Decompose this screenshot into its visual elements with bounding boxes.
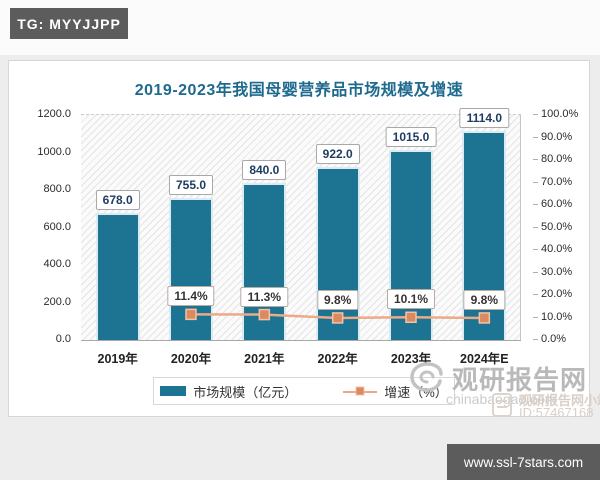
y-axis-left-label: 800.0	[43, 183, 71, 195]
right-axis-tickmark	[533, 316, 538, 318]
y-axis-right-label: 20.0%	[541, 288, 573, 300]
y-axis-right-label: 90.0%	[541, 130, 573, 143]
y-axis-right-label: 60.0%	[541, 198, 573, 210]
right-axis-tickmark	[533, 181, 538, 183]
growth-rate-label: 9.8%	[463, 289, 506, 310]
y-axis-right-label: 100.0%	[541, 108, 579, 120]
right-axis-tickmark	[533, 271, 538, 273]
bar-value-label: 1015.0	[385, 126, 437, 147]
chart-card: 2019-2023年我国母婴营养品市场规模及增速 1200.0 1000.0 800…	[8, 60, 590, 417]
bar-value-label: 922.0	[315, 144, 360, 165]
y-axis-right-label: 70.0%	[541, 175, 573, 188]
y-axis-left-label: 1200.0	[37, 108, 71, 120]
tg-badge: TG: MYYJJPP	[10, 8, 128, 39]
y-axis-right-label: 0.0%	[541, 333, 567, 345]
legend-label: 市场规模（亿元）	[193, 384, 298, 400]
bar	[315, 167, 360, 340]
right-axis-tickmark	[533, 294, 538, 295]
bar-value-label: 840.0	[242, 159, 287, 180]
growth-line-series	[185, 308, 491, 324]
growth-line-marker	[185, 308, 197, 321]
footer-url-text: www.ssl-7stars.com	[463, 454, 584, 470]
right-axis-tickmark	[533, 226, 538, 228]
right-axis-tickmark	[533, 204, 538, 205]
chart-title: 2019-2023年我国母婴营养品市场规模及增速	[134, 82, 464, 99]
growth-rate-label: 9.8%	[316, 289, 359, 310]
right-axis-line	[520, 115, 521, 340]
y-axis-left-label: 600.0	[43, 220, 71, 233]
growth-line-marker	[258, 308, 271, 321]
y-axis-left-label: 0.0	[55, 333, 71, 345]
legend-item-market-size: 市场规模（亿元）	[160, 382, 297, 401]
brand-watermark-text: 观研报告网	[452, 365, 588, 395]
brand-logo-icon	[410, 362, 443, 392]
site-watermark-id: ID:57467168	[519, 405, 594, 420]
x-axis-label: 2020年	[170, 352, 212, 366]
bar	[95, 212, 140, 340]
y-axis-right-label: 80.0%	[541, 153, 573, 165]
right-axis-tickmark	[533, 249, 538, 250]
brand-watermark-url: chinabaogao.com	[446, 391, 557, 407]
site-watermark-name: 观研报告网小站	[519, 393, 600, 408]
x-axis-label: 2024年E	[460, 352, 509, 366]
x-axis-label: 2021年	[244, 352, 285, 366]
y-axis-left: 1200.0 1000.0 800.0 600.0 400.0 200.0 0.0	[13, 108, 71, 345]
x-axis-label: 2019年	[97, 352, 138, 366]
y-axis-left-label: 200.0	[43, 295, 71, 308]
legend-line-swatch-icon	[343, 386, 378, 396]
bar-value-label: 1114.0	[459, 108, 510, 129]
y-axis-left-label: 400.0	[43, 258, 71, 270]
footer-url-bar: www.ssl-7stars.com	[447, 444, 600, 480]
bar-value-label: 755.0	[168, 175, 214, 196]
right-axis-tickmark	[533, 159, 538, 160]
right-axis-tickmark	[533, 136, 538, 138]
tg-badge-text: TG: MYYJJPP	[17, 15, 121, 32]
plot-area: 678.0 755.0 840.0 922.0 1015.0 1114.0 11.4% 11.…	[81, 108, 521, 341]
y-axis-left-label: 1000.0	[37, 145, 71, 158]
growth-line-marker	[405, 311, 417, 324]
site-logo-icon	[492, 393, 512, 417]
y-axis-right-label: 40.0%	[541, 243, 573, 255]
y-axis-right-label: 10.0%	[541, 310, 573, 323]
legend-bar-swatch-icon	[160, 386, 187, 396]
x-axis: 2019年 2020年 2021年 2022年 2023年 2024年E	[81, 348, 521, 366]
legend: 市场规模（亿元） 增速（%）	[153, 377, 455, 405]
x-axis-label: 2022年	[317, 352, 358, 366]
growth-line-marker	[331, 312, 344, 324]
right-axis-tickmark	[533, 339, 538, 340]
right-axis-tickmark	[533, 114, 538, 115]
x-axis-label: 2023年	[390, 352, 432, 366]
y-axis-right: 100.0% 90.0% 80.0% 70.0% 60.0% 50.0% 40.0% 30.0…	[533, 108, 589, 345]
bar-value-label: 678.0	[95, 189, 140, 210]
growth-rate-label: 11.3%	[240, 286, 289, 307]
growth-rate-label: 10.1%	[386, 289, 436, 310]
y-axis-right-label: 30.0%	[541, 265, 573, 278]
y-axis-right-label: 50.0%	[541, 220, 573, 233]
x-axis-line	[81, 340, 521, 341]
growth-rate-label: 11.4%	[167, 286, 215, 307]
growth-line-marker	[478, 312, 491, 324]
